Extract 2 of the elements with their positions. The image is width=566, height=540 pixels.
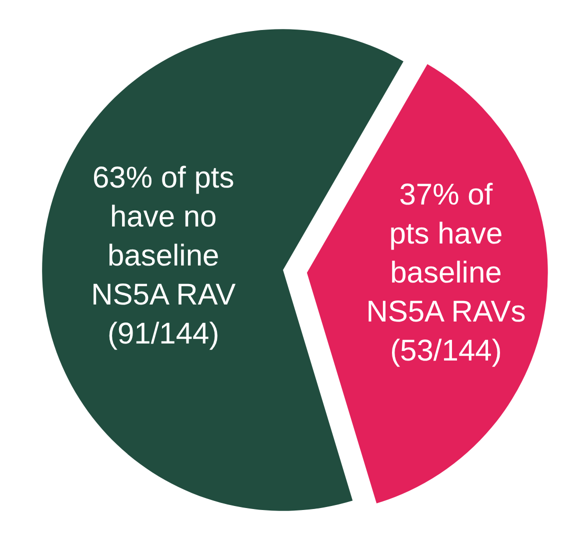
slice-label: 37% of pts have baseline NS5A RAVs (53/144) [366, 178, 526, 368]
slice-label: 63% of pts have no baseline NS5A RAV (91/144) [91, 162, 236, 351]
